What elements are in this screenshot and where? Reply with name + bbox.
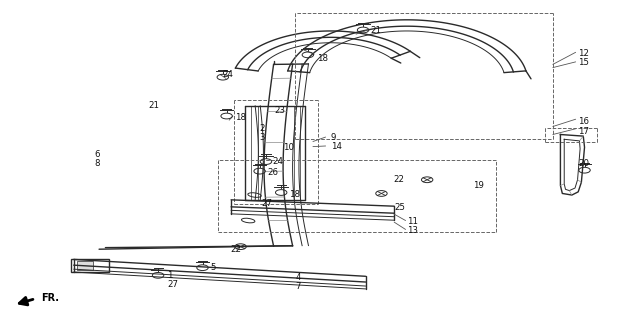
Text: 3: 3 [259,132,265,141]
Text: 16: 16 [578,117,589,126]
Text: 10: 10 [283,143,294,152]
Text: 23: 23 [275,106,286,115]
Text: 22: 22 [230,245,242,254]
Text: 20: 20 [578,159,589,168]
Text: FR.: FR. [41,293,59,303]
Text: 21: 21 [148,101,159,110]
Text: 27: 27 [261,198,272,207]
Text: 13: 13 [407,226,418,235]
Text: 21: 21 [370,27,381,36]
Text: 4: 4 [296,273,301,282]
Text: 24: 24 [272,157,283,166]
Text: 2: 2 [259,124,265,132]
Text: 15: 15 [578,58,589,67]
Text: 1: 1 [167,271,172,280]
Text: 8: 8 [95,159,100,168]
Text: 14: 14 [331,142,342,151]
Text: 22: 22 [393,175,404,184]
Text: 12: 12 [578,49,589,58]
Text: 26: 26 [267,168,278,177]
Text: 25: 25 [394,203,405,212]
Text: 11: 11 [407,217,418,226]
Text: 5: 5 [210,263,216,272]
Text: 18: 18 [289,189,300,199]
Text: 17: 17 [578,127,589,136]
Text: 18: 18 [317,53,328,62]
Text: 24: 24 [223,70,234,79]
Bar [77,261,93,270]
Text: 27: 27 [167,280,178,289]
Text: 7: 7 [296,282,301,291]
Text: 9: 9 [331,133,336,142]
Text: 19: 19 [473,181,485,190]
Bar [71,259,109,271]
Text: 18: 18 [235,114,247,123]
Text: 6: 6 [95,150,100,159]
